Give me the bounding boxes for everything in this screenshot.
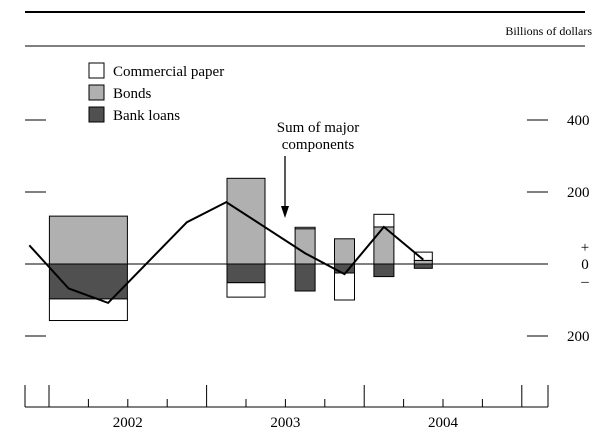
bars xyxy=(48,177,433,322)
y-tick-label-2: 200 xyxy=(567,329,590,345)
bar-5-bank-loans xyxy=(413,263,433,269)
bar-5-commercial-paper xyxy=(413,251,433,261)
bar-2-bonds xyxy=(294,228,316,265)
x-axis: 2002 2003 2004 xyxy=(24,385,549,431)
y-tick-label-1: 200 xyxy=(567,185,590,201)
x-tick-label-2002: 2002 xyxy=(113,415,143,431)
bar-4-bank-loans xyxy=(373,263,395,278)
legend: Commercial paper Bonds Bank loans xyxy=(88,62,224,124)
bar-3-commercial-paper xyxy=(334,272,355,301)
annotation-arrow-head xyxy=(281,206,289,218)
legend-label-1: Bonds xyxy=(113,86,152,102)
legend-label-2: Bank loans xyxy=(113,108,180,124)
annotation-line-2: components xyxy=(282,137,355,153)
x-tick-label-2003: 2003 xyxy=(270,415,300,431)
x-tick-label-2004: 2004 xyxy=(428,415,459,431)
bar-1-bonds xyxy=(226,177,266,265)
sum-annotation: Sum of major components xyxy=(277,120,360,218)
y-minus-sign: – xyxy=(580,274,589,290)
sum-of-major-components-line xyxy=(28,200,424,305)
bar-1-commercial-paper xyxy=(226,282,266,298)
legend-swatch-1 xyxy=(88,84,105,101)
y-tick-label-0: 400 xyxy=(567,113,590,129)
bar-3-bonds xyxy=(334,238,355,265)
legend-label-0: Commercial paper xyxy=(113,64,224,80)
bar-5-bonds xyxy=(413,259,433,265)
bar-0-commercial-paper xyxy=(48,298,128,322)
unit-label: Billions of dollars xyxy=(505,24,592,38)
y-zero-label: 0 xyxy=(581,257,589,273)
bar-2-commercial-paper xyxy=(294,226,316,230)
legend-swatch-2 xyxy=(88,106,105,123)
annotation-line-1: Sum of major xyxy=(277,120,360,136)
y-plus-sign: + xyxy=(581,240,589,256)
bar-2-bank-loans xyxy=(294,263,316,292)
bar-4-commercial-paper xyxy=(373,213,395,228)
bar-0-bonds xyxy=(48,215,128,265)
bar-1-bank-loans xyxy=(226,263,266,284)
legend-swatch-0 xyxy=(88,62,105,79)
y-axis-ticks: 400 200 200 +0– xyxy=(25,113,590,345)
